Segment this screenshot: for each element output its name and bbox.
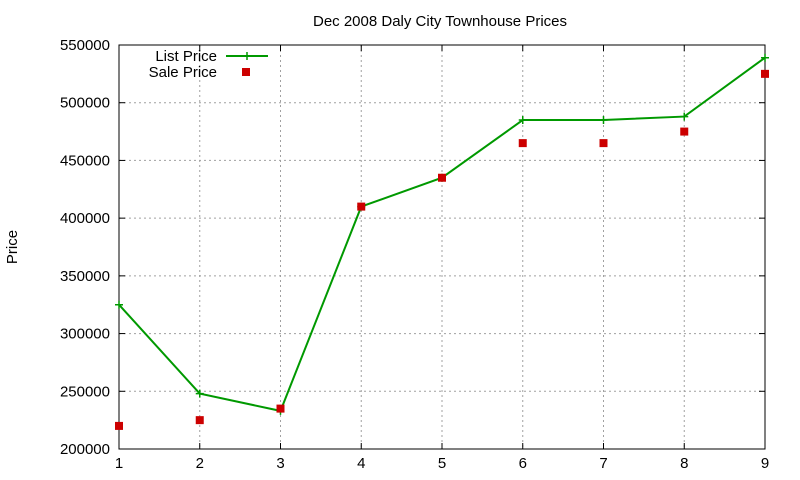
sale-price-point [599, 139, 608, 148]
x-tick-label: 1 [115, 455, 123, 472]
x-tick-label: 2 [196, 455, 204, 472]
sale-price-point [438, 173, 446, 182]
sale-price-point [357, 202, 366, 211]
sale-price-point [276, 404, 285, 413]
sale-price-point [518, 139, 527, 148]
x-tick-label: 7 [599, 455, 607, 472]
grid-lines [119, 45, 765, 449]
y-tick-label: 350000 [60, 268, 110, 285]
series-layer [115, 53, 769, 430]
sale-price-point [195, 416, 204, 425]
y-tick-label: 400000 [60, 210, 110, 227]
list-price-marker [195, 389, 204, 398]
y-axis-label: Price [4, 230, 21, 264]
sale-price-point [115, 421, 123, 430]
sale-price-point [680, 127, 689, 136]
x-tick-label: 8 [680, 455, 688, 472]
legend-marker-list-price [243, 52, 251, 60]
legend: List Price Sale Price [149, 48, 268, 81]
chart-title: Dec 2008 Daly City Townhouse Prices [313, 13, 567, 30]
y-tick-label: 300000 [60, 326, 110, 343]
list-price-marker [599, 116, 608, 125]
y-tick-label: 550000 [60, 37, 110, 54]
y-tick-label: 500000 [60, 95, 110, 112]
legend-marker-sale-price [242, 68, 250, 76]
y-tick-label: 200000 [60, 441, 110, 458]
legend-label-sale-price: Sale Price [149, 64, 217, 81]
axis-ticks: 1 2 3 4 5 6 7 8 9 200000 250000 300000 350000 400000 4… [60, 37, 769, 472]
y-tick-label: 250000 [60, 383, 110, 400]
y-tick-label: 450000 [60, 152, 110, 169]
x-tick-label: 9 [761, 455, 769, 472]
sale-price-point [761, 69, 769, 78]
list-price-marker [115, 300, 123, 309]
legend-plus-mark [243, 52, 251, 60]
list-price-marker [518, 116, 527, 125]
x-tick-label: 4 [357, 455, 365, 472]
x-tick-label: 3 [276, 455, 284, 472]
x-tick-label: 6 [519, 455, 527, 472]
legend-label-list-price: List Price [155, 48, 217, 65]
x-tick-label: 5 [438, 455, 446, 472]
list-price-marker [680, 112, 689, 121]
list-price-marker [761, 53, 769, 62]
